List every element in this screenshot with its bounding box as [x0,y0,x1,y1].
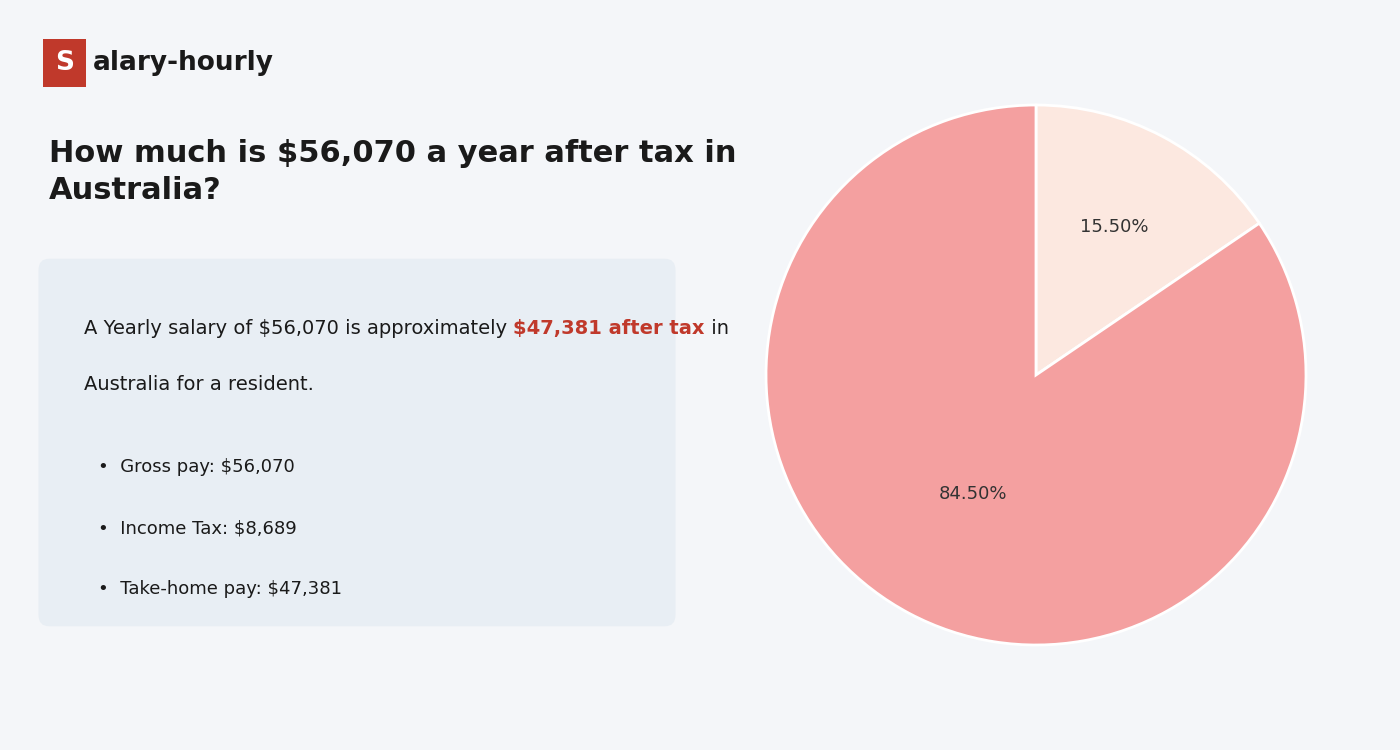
Text: How much is $56,070 a year after tax in
Australia?: How much is $56,070 a year after tax in … [49,139,736,205]
Text: •  Gross pay: $56,070: • Gross pay: $56,070 [98,458,295,476]
Wedge shape [766,105,1306,645]
Text: 84.50%: 84.50% [938,485,1007,503]
Wedge shape [1036,105,1260,375]
Text: •  Take-home pay: $47,381: • Take-home pay: $47,381 [98,580,342,598]
Text: 15.50%: 15.50% [1079,218,1148,236]
Text: •  Income Tax: $8,689: • Income Tax: $8,689 [98,519,297,537]
Text: S: S [55,50,74,76]
Text: in: in [704,319,729,338]
Text: Australia for a resident.: Australia for a resident. [84,375,314,394]
Text: A Yearly salary of $56,070 is approximately: A Yearly salary of $56,070 is approximat… [84,319,514,338]
Text: $47,381 after tax: $47,381 after tax [514,319,704,338]
Text: alary-hourly: alary-hourly [92,50,274,76]
FancyBboxPatch shape [43,39,87,87]
FancyBboxPatch shape [39,259,675,626]
